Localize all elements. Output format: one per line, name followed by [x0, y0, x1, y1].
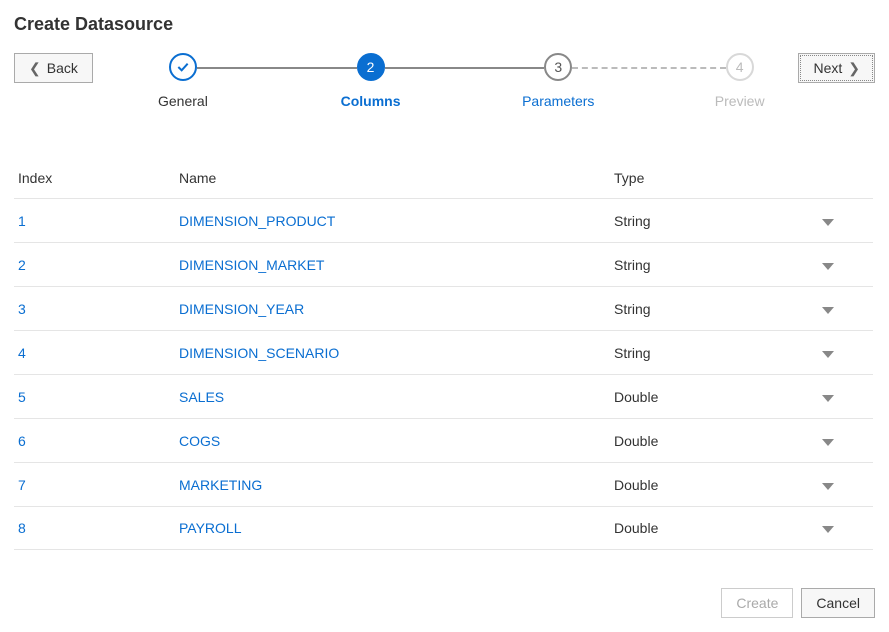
row-name[interactable]: PAYROLL — [179, 520, 614, 536]
next-button[interactable]: Next ❯ — [798, 53, 875, 83]
row-type: String — [614, 257, 814, 273]
row-type: Double — [614, 433, 814, 449]
header-index: Index — [14, 170, 179, 186]
wizard-stepper: General2Columns3Parameters4Preview — [133, 53, 759, 125]
row-name[interactable]: DIMENSION_MARKET — [179, 257, 614, 273]
row-index[interactable]: 8 — [14, 520, 179, 536]
row-expand[interactable] — [814, 257, 844, 273]
step-label: Preview — [715, 93, 765, 109]
row-name[interactable]: DIMENSION_PRODUCT — [179, 213, 614, 229]
columns-table: Index Name Type 1DIMENSION_PRODUCTString… — [14, 160, 873, 560]
table-header-row: Index Name Type — [14, 160, 873, 198]
row-name[interactable]: DIMENSION_YEAR — [179, 301, 614, 317]
back-button[interactable]: ❮ Back — [14, 53, 93, 83]
chevron-down-icon — [822, 439, 834, 446]
create-button: Create — [721, 588, 793, 618]
step-label: Columns — [341, 93, 401, 109]
step-label: General — [158, 93, 208, 109]
row-type: Double — [614, 520, 814, 536]
row-index[interactable]: 2 — [14, 257, 179, 273]
table-row[interactable]: 3DIMENSION_YEARString — [14, 286, 873, 330]
chevron-down-icon — [822, 351, 834, 358]
row-type: String — [614, 213, 814, 229]
chevron-down-icon — [822, 395, 834, 402]
row-type: Double — [614, 389, 814, 405]
table-row[interactable]: 4DIMENSION_SCENARIOString — [14, 330, 873, 374]
chevron-left-icon: ❮ — [29, 60, 41, 77]
step-circle — [169, 53, 197, 81]
row-type: String — [614, 301, 814, 317]
chevron-down-icon — [822, 263, 834, 270]
row-index[interactable]: 3 — [14, 301, 179, 317]
cancel-button-label: Cancel — [816, 595, 860, 611]
row-index[interactable]: 5 — [14, 389, 179, 405]
step-circle: 4 — [726, 53, 754, 81]
step-label: Parameters — [522, 93, 594, 109]
row-expand[interactable] — [814, 520, 844, 536]
page-title: Create Datasource — [14, 14, 875, 35]
step-connector — [572, 67, 725, 69]
row-index[interactable]: 6 — [14, 433, 179, 449]
step-columns[interactable]: 2 Columns — [321, 53, 421, 109]
table-row[interactable]: 1DIMENSION_PRODUCTString — [14, 198, 873, 242]
row-expand[interactable] — [814, 477, 844, 493]
row-expand[interactable] — [814, 213, 844, 229]
row-name[interactable]: MARKETING — [179, 477, 614, 493]
table-row[interactable]: 6COGSDouble — [14, 418, 873, 462]
next-button-label: Next — [813, 60, 842, 76]
step-circle: 3 — [544, 53, 572, 81]
chevron-down-icon — [822, 219, 834, 226]
step-general[interactable]: General — [133, 53, 233, 109]
row-name[interactable]: SALES — [179, 389, 614, 405]
header-name: Name — [179, 170, 614, 186]
table-row[interactable]: 7MARKETINGDouble — [14, 462, 873, 506]
row-name[interactable]: COGS — [179, 433, 614, 449]
table-row[interactable]: 2DIMENSION_MARKETString — [14, 242, 873, 286]
table-row[interactable]: 5SALESDouble — [14, 374, 873, 418]
row-expand[interactable] — [814, 301, 844, 317]
row-index[interactable]: 7 — [14, 477, 179, 493]
row-name[interactable]: DIMENSION_SCENARIO — [179, 345, 614, 361]
chevron-right-icon: ❯ — [848, 60, 860, 77]
step-connector — [197, 67, 357, 69]
table-row[interactable]: 8PAYROLLDouble — [14, 506, 873, 550]
cancel-button[interactable]: Cancel — [801, 588, 875, 618]
back-button-label: Back — [47, 60, 78, 76]
row-type: Double — [614, 477, 814, 493]
header-type: Type — [614, 170, 814, 186]
chevron-down-icon — [822, 483, 834, 490]
row-index[interactable]: 1 — [14, 213, 179, 229]
row-type: String — [614, 345, 814, 361]
chevron-down-icon — [822, 526, 834, 533]
row-expand[interactable] — [814, 433, 844, 449]
step-preview: 4 Preview — [690, 53, 790, 109]
row-index[interactable]: 4 — [14, 345, 179, 361]
check-icon — [175, 59, 191, 75]
create-button-label: Create — [736, 595, 778, 611]
step-parameters[interactable]: 3 Parameters — [508, 53, 608, 109]
step-connector — [385, 67, 545, 69]
chevron-down-icon — [822, 307, 834, 314]
step-circle: 2 — [357, 53, 385, 81]
row-expand[interactable] — [814, 345, 844, 361]
row-expand[interactable] — [814, 389, 844, 405]
